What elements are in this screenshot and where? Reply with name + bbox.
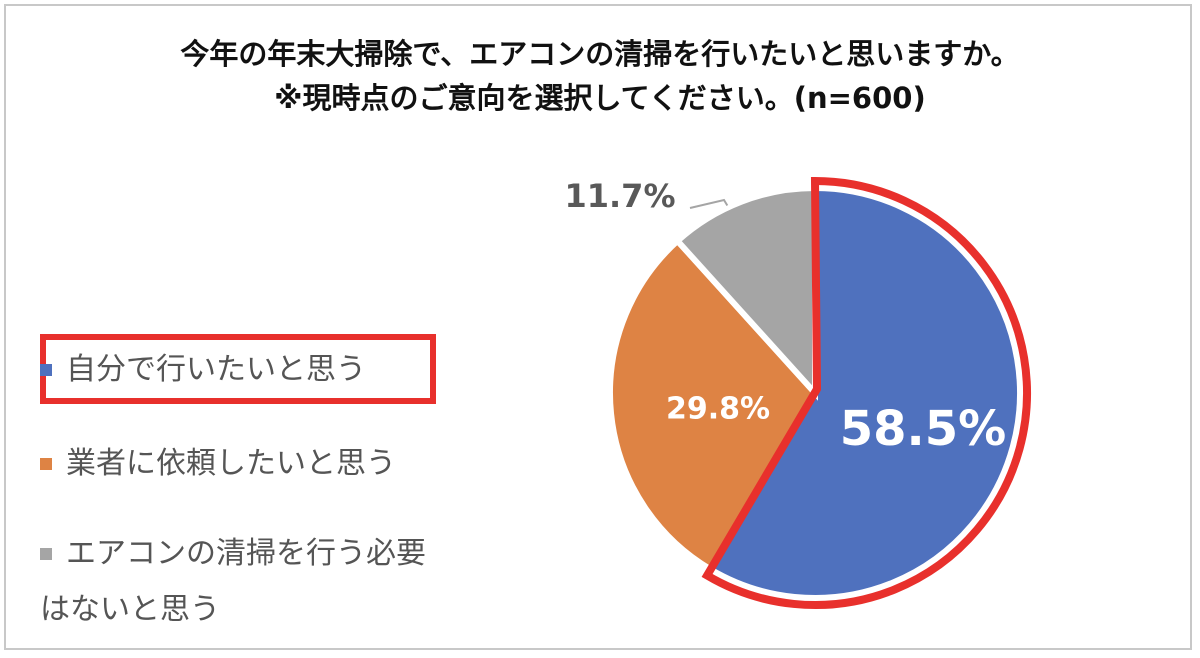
pie-slice-contractor	[607, 236, 819, 574]
data-label-contractor: 29.8%	[666, 392, 770, 427]
legend-swatch-contractor	[40, 458, 52, 470]
chart-title: 今年の年末大掃除で、エアコンの清掃を行いたいと思いますか。 ※現時点のご意向を選…	[6, 32, 1194, 120]
legend-label-not-needed-line-2: はないと思う	[40, 592, 220, 627]
legend-item-not-needed: エアコンの清掃を行う必要 はないと思う	[40, 526, 426, 638]
legend-item-self: 自分で行いたいと思う	[40, 342, 366, 398]
chart-title-line-1: 今年の年末大掃除で、エアコンの清掃を行いたいと思いますか。	[180, 37, 1020, 71]
legend-item-contractor: 業者に依頼したいと思う	[40, 436, 396, 492]
data-label-not-needed: 11.7%	[564, 177, 675, 215]
data-label-self: 58.5%	[840, 401, 1007, 457]
legend-label-not-needed-line-1: エアコンの清掃を行う必要	[66, 536, 426, 571]
legend-label-contractor: 業者に依頼したいと思う	[66, 446, 396, 481]
legend-swatch-self	[40, 364, 52, 376]
legend-swatch-not-needed	[40, 548, 52, 560]
pie-slice-not-needed	[673, 184, 818, 401]
leader-line-not-needed	[689, 198, 729, 209]
legend-label-not-needed: エアコンの清掃を行う必要 はないと思う	[40, 526, 426, 638]
chart-title-line-2: ※現時点のご意向を選択してください。(n=600)	[274, 81, 926, 115]
pie-slice-highlight-outline	[701, 176, 1031, 609]
pie-slice-self	[706, 184, 1023, 601]
legend-label-self: 自分で行いたいと思う	[66, 352, 366, 387]
